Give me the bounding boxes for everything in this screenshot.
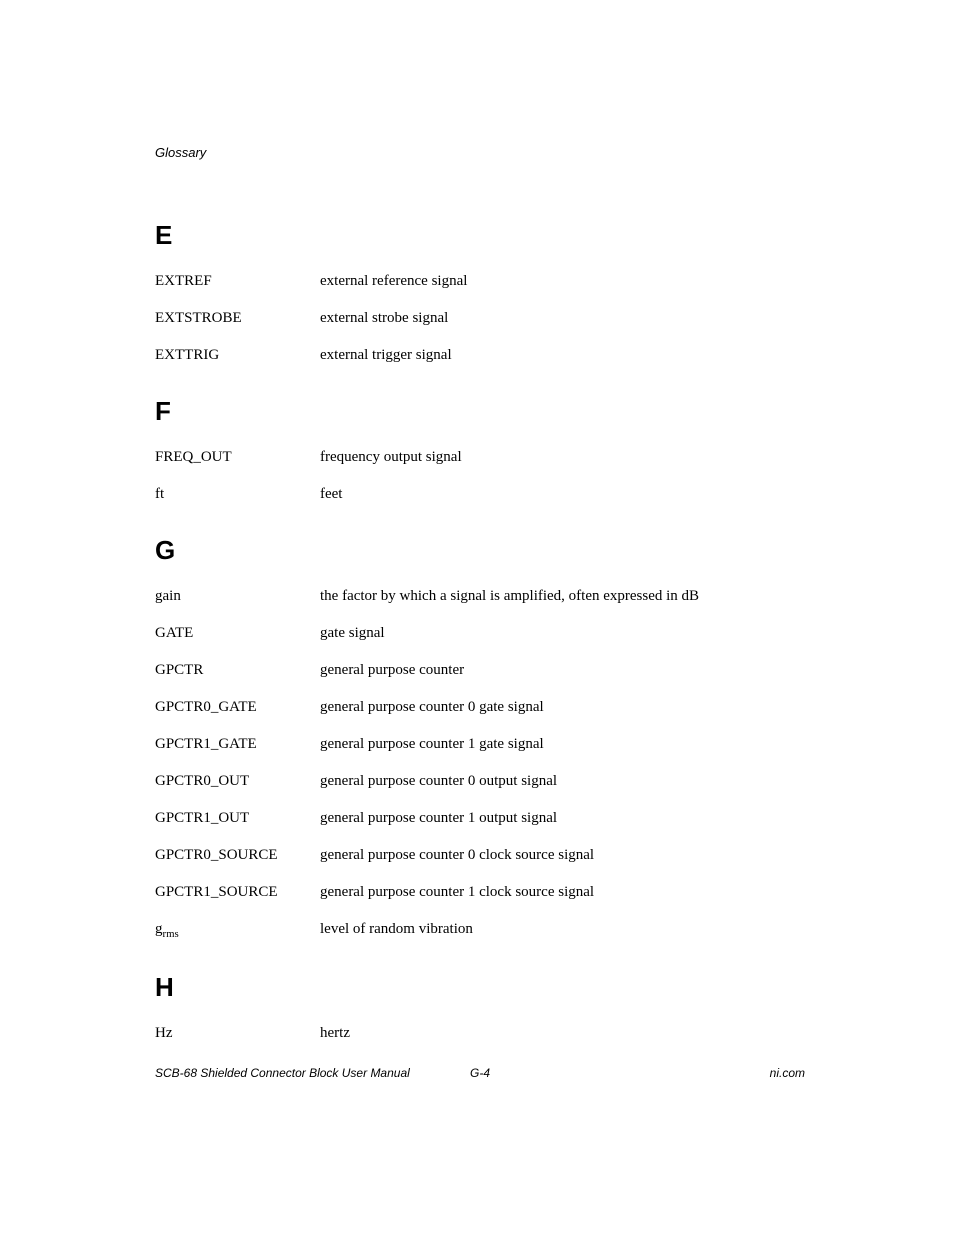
- section-letter-f: F: [155, 396, 805, 427]
- glossary-entry: GPCTR0_SOURCE general purpose counter 0 …: [155, 845, 805, 866]
- glossary-definition: external trigger signal: [320, 345, 805, 366]
- glossary-entry: EXTREF external reference signal: [155, 271, 805, 292]
- glossary-entry: GPCTR1_SOURCE general purpose counter 1 …: [155, 882, 805, 903]
- glossary-definition: level of random vibration: [320, 919, 805, 942]
- glossary-term-subscript: rms: [163, 928, 179, 940]
- glossary-definition: external strobe signal: [320, 308, 805, 329]
- glossary-entry: GATE gate signal: [155, 623, 805, 644]
- section-letter-g: G: [155, 535, 805, 566]
- glossary-entry: GPCTR1_OUT general purpose counter 1 out…: [155, 808, 805, 829]
- page-content: Glossary E EXTREF external reference sig…: [155, 145, 805, 1060]
- glossary-definition: external reference signal: [320, 271, 805, 292]
- glossary-definition: general purpose counter 1 gate signal: [320, 734, 805, 755]
- glossary-definition: general purpose counter 0 output signal: [320, 771, 805, 792]
- glossary-entry: GPCTR0_GATE general purpose counter 0 ga…: [155, 697, 805, 718]
- section-letter-h: H: [155, 972, 805, 1003]
- glossary-entry: Hz hertz: [155, 1023, 805, 1044]
- glossary-definition: frequency output signal: [320, 447, 805, 468]
- glossary-term: GPCTR1_OUT: [155, 808, 320, 829]
- glossary-term: EXTTRIG: [155, 345, 320, 366]
- glossary-term: GPCTR0_SOURCE: [155, 845, 320, 866]
- glossary-entry: FREQ_OUT frequency output signal: [155, 447, 805, 468]
- glossary-term: GPCTR0_OUT: [155, 771, 320, 792]
- glossary-definition: general purpose counter: [320, 660, 805, 681]
- glossary-entry: EXTSTROBE external strobe signal: [155, 308, 805, 329]
- glossary-term: grms: [155, 919, 320, 942]
- glossary-term-base: g: [155, 921, 163, 937]
- footer-manual-title: SCB-68 Shielded Connector Block User Man…: [155, 1066, 410, 1080]
- glossary-term: GPCTR: [155, 660, 320, 681]
- glossary-entry: GPCTR general purpose counter: [155, 660, 805, 681]
- glossary-definition: the factor by which a signal is amplifie…: [320, 586, 805, 607]
- footer-url: ni.com: [770, 1066, 805, 1080]
- glossary-definition: feet: [320, 484, 805, 505]
- glossary-definition: general purpose counter 1 output signal: [320, 808, 805, 829]
- glossary-definition: general purpose counter 1 clock source s…: [320, 882, 805, 903]
- glossary-definition: gate signal: [320, 623, 805, 644]
- footer-page-number: G-4: [470, 1066, 490, 1080]
- running-header: Glossary: [155, 145, 805, 160]
- glossary-term: GATE: [155, 623, 320, 644]
- glossary-entry: gain the factor by which a signal is amp…: [155, 586, 805, 607]
- glossary-term: EXTREF: [155, 271, 320, 292]
- glossary-term: GPCTR1_GATE: [155, 734, 320, 755]
- glossary-term: GPCTR0_GATE: [155, 697, 320, 718]
- glossary-term: gain: [155, 586, 320, 607]
- glossary-entry: GPCTR0_OUT general purpose counter 0 out…: [155, 771, 805, 792]
- glossary-entry: ft feet: [155, 484, 805, 505]
- glossary-entry: grms level of random vibration: [155, 919, 805, 942]
- glossary-entry: GPCTR1_GATE general purpose counter 1 ga…: [155, 734, 805, 755]
- glossary-definition: general purpose counter 0 gate signal: [320, 697, 805, 718]
- glossary-entry: EXTTRIG external trigger signal: [155, 345, 805, 366]
- glossary-term: ft: [155, 484, 320, 505]
- glossary-term: FREQ_OUT: [155, 447, 320, 468]
- glossary-definition: general purpose counter 0 clock source s…: [320, 845, 805, 866]
- section-letter-e: E: [155, 220, 805, 251]
- glossary-term: EXTSTROBE: [155, 308, 320, 329]
- glossary-definition: hertz: [320, 1023, 805, 1044]
- page-footer: SCB-68 Shielded Connector Block User Man…: [155, 1066, 805, 1080]
- glossary-term: Hz: [155, 1023, 320, 1044]
- glossary-term: GPCTR1_SOURCE: [155, 882, 320, 903]
